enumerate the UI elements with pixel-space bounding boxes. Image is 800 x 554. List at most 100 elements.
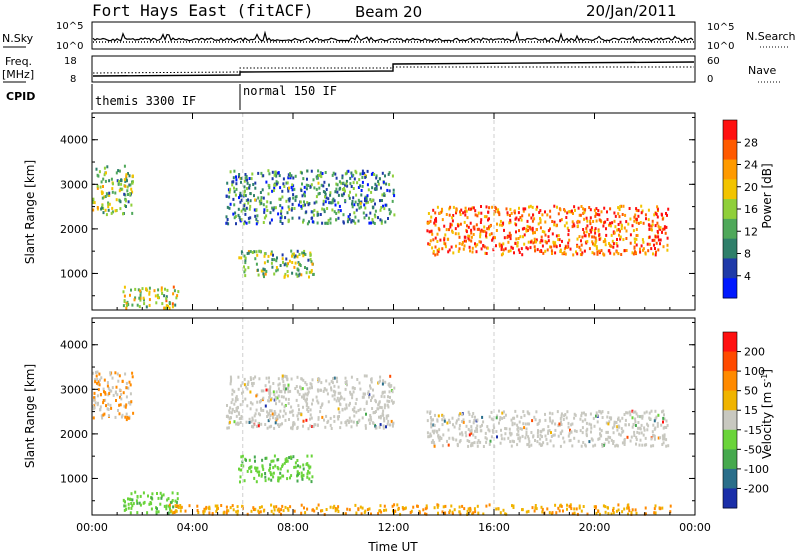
power-data-point (613, 231, 616, 235)
velocity-data-point (132, 502, 135, 506)
power-data-point (323, 208, 326, 212)
velocity-data-point (278, 510, 281, 514)
velocity-data-point (351, 393, 354, 397)
velocity-data-point (394, 509, 396, 513)
velocity-data-point (332, 506, 335, 510)
power-data-point (332, 171, 335, 175)
power-data-point (248, 186, 251, 190)
velocity-data-point (138, 501, 141, 505)
velocity-data-point (540, 444, 543, 447)
velocity-data-point (560, 420, 562, 424)
velocity-data-point (639, 426, 641, 430)
power-data-point (553, 220, 556, 224)
power-data-point (667, 207, 670, 211)
power-data-point (635, 237, 638, 241)
velocity-data-point (123, 500, 126, 504)
power-data-point (463, 235, 466, 239)
velocity-data-point (510, 418, 513, 422)
velocity-data-point (595, 411, 598, 415)
power-data-point (659, 227, 662, 231)
power-data-point (565, 216, 568, 219)
power-data-point (256, 253, 259, 257)
velocity-data-point (308, 386, 311, 390)
power-data-point (449, 222, 452, 226)
velocity-data-point (377, 403, 380, 407)
velocity-data-point (283, 461, 286, 465)
velocity-data-point (350, 419, 353, 423)
velocity-data-point (542, 428, 545, 432)
velocity-data-point (283, 405, 286, 409)
power-data-point (535, 207, 538, 211)
velocity-data-point (501, 416, 504, 420)
power-data-point (108, 179, 111, 183)
velocity-data-point (157, 510, 160, 514)
velocity-data-point (268, 376, 270, 380)
velocity-data-point (368, 395, 370, 399)
power-data-point (644, 213, 647, 217)
power-data-point (515, 230, 517, 234)
velocity-data-point (131, 375, 134, 379)
power-data-point (518, 229, 520, 233)
velocity-data-point (606, 437, 609, 441)
power-data-point (357, 186, 360, 189)
power-data-point (504, 247, 507, 251)
power-data-point (111, 190, 114, 194)
power-data-point (324, 171, 327, 174)
velocity-data-point (458, 505, 461, 509)
velocity-data-point (559, 504, 561, 508)
velocity-colorbar-segment (723, 410, 737, 431)
velocity-data-point (508, 431, 511, 435)
power-data-point (614, 214, 617, 218)
power-colorbar-tick-label: 4 (744, 270, 751, 283)
velocity-data-point (519, 427, 522, 431)
power-data-point (586, 224, 589, 228)
velocity-data-point (323, 387, 326, 391)
power-data-point (137, 288, 140, 292)
velocity-data-point (558, 422, 561, 426)
power-data-point (243, 220, 246, 224)
velocity-data-point (268, 399, 270, 403)
velocity-data-point (268, 425, 271, 429)
power-data-point (389, 210, 392, 214)
velocity-data-point (362, 395, 365, 399)
power-data-point (131, 303, 134, 307)
velocity-data-point (383, 419, 386, 423)
power-data-point (264, 272, 267, 276)
power-data-point (637, 221, 640, 225)
velocity-data-point (266, 410, 269, 414)
power-data-point (586, 240, 589, 243)
velocity-data-point (364, 509, 367, 513)
velocity-data-point (479, 425, 482, 429)
power-data-point (534, 231, 536, 235)
power-data-point (257, 171, 260, 175)
power-data-point (347, 194, 350, 198)
velocity-data-point (300, 377, 303, 381)
power-data-point (576, 244, 579, 248)
power-data-point (449, 225, 452, 229)
power-data-point (257, 273, 260, 277)
velocity-data-point (666, 423, 669, 427)
power-data-point (291, 261, 294, 264)
velocity-data-point (296, 425, 299, 429)
velocity-data-point (311, 398, 314, 402)
power-data-point (522, 209, 525, 213)
velocity-data-point (230, 377, 233, 381)
velocity-data-point (370, 399, 372, 402)
velocity-data-point (459, 512, 462, 516)
velocity-data-point (369, 386, 372, 390)
velocity-data-point (276, 508, 279, 512)
velocity-data-point (329, 416, 332, 420)
power-data-point (281, 189, 284, 193)
velocity-data-point (255, 394, 258, 398)
power-data-point (580, 239, 582, 243)
power-data-point (276, 268, 279, 272)
power-data-point (555, 224, 558, 228)
velocity-data-point (118, 388, 121, 392)
velocity-data-point (653, 511, 656, 515)
velocity-data-point (579, 429, 582, 433)
power-data-point (340, 181, 343, 185)
power-data-point (126, 304, 128, 308)
velocity-data-point (490, 417, 493, 421)
velocity-data-point (280, 512, 282, 516)
power-data-point (428, 230, 431, 234)
